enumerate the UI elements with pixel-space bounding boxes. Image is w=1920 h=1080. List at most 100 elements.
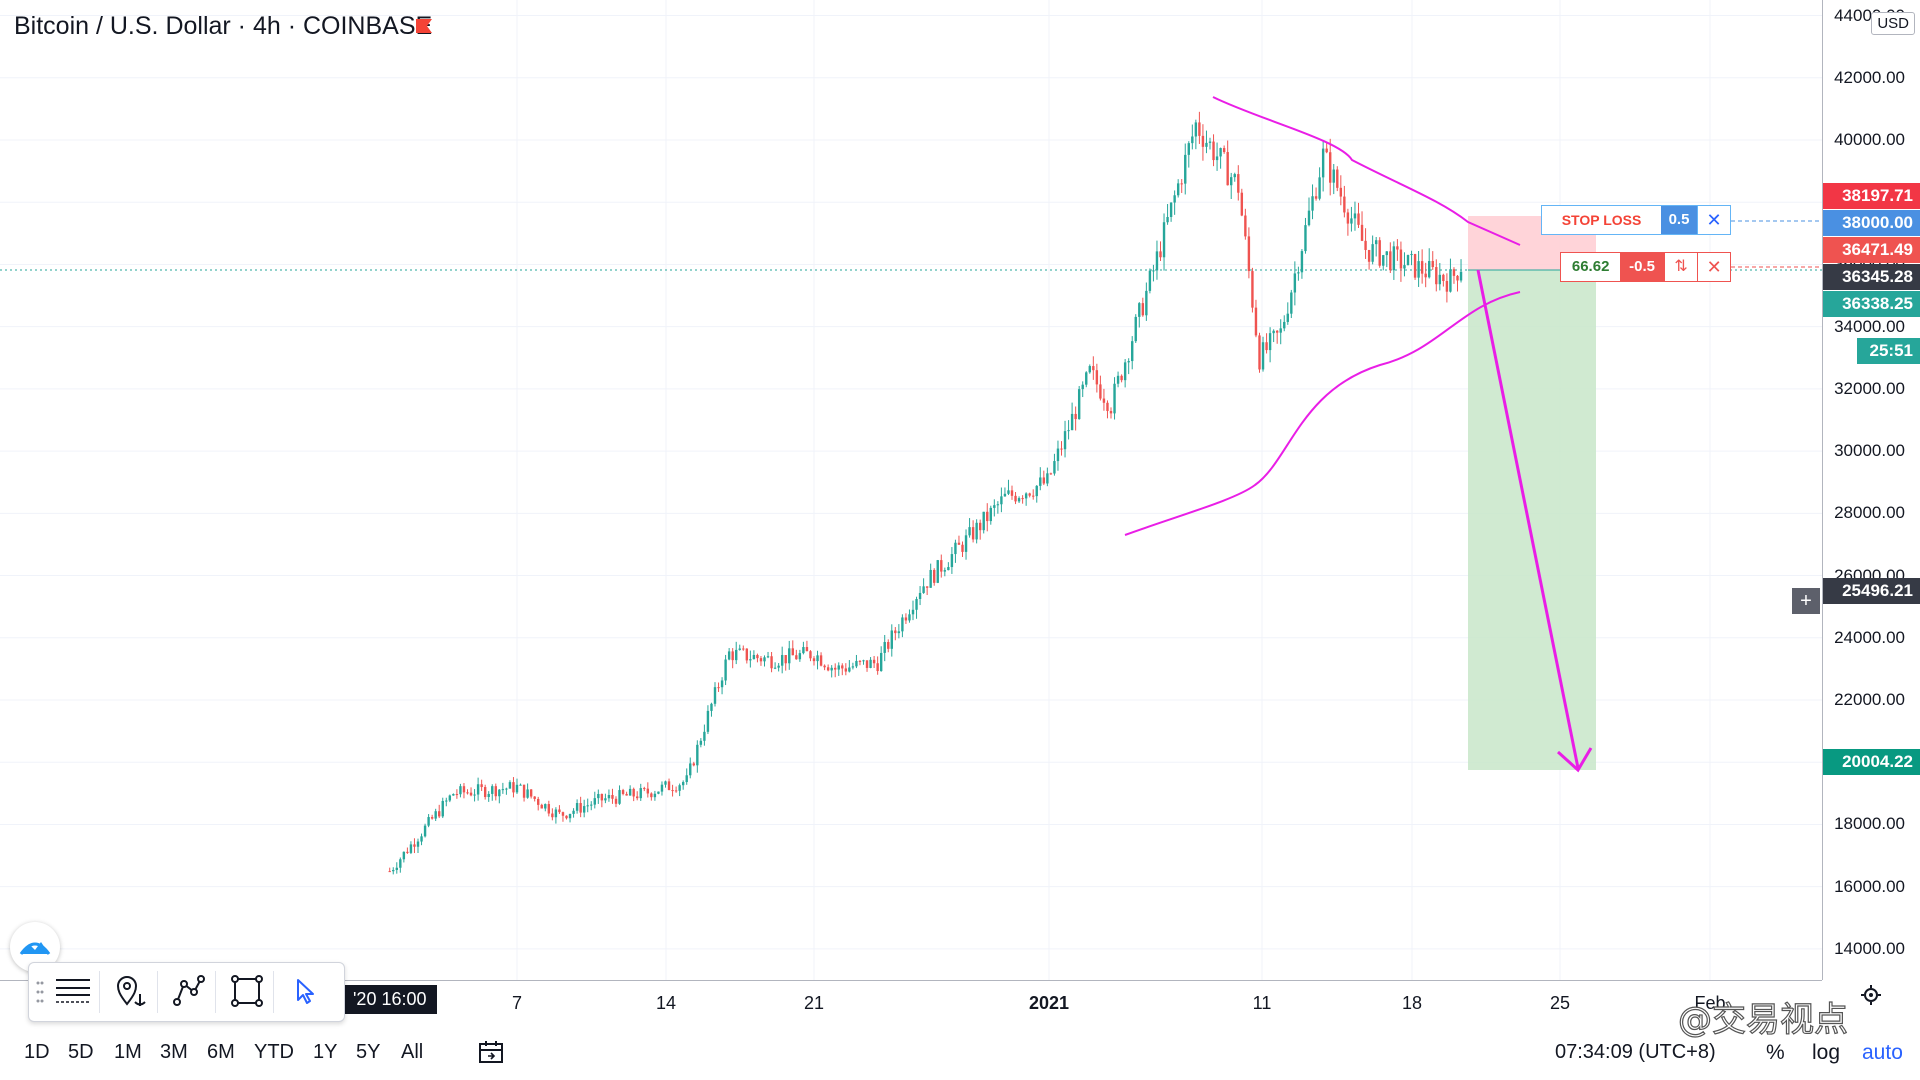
candle[interactable] xyxy=(1325,142,1328,154)
candle[interactable] xyxy=(865,660,869,672)
candle[interactable] xyxy=(1187,141,1190,168)
candle[interactable] xyxy=(901,614,904,638)
percent-scale-button[interactable]: % xyxy=(1766,1041,1785,1064)
candle[interactable] xyxy=(812,656,816,666)
candle[interactable] xyxy=(434,808,437,822)
candle[interactable] xyxy=(749,650,752,668)
candle[interactable] xyxy=(558,805,561,814)
candle[interactable] xyxy=(795,649,798,660)
candle[interactable] xyxy=(1191,124,1194,150)
candle[interactable] xyxy=(848,660,851,673)
candle[interactable] xyxy=(561,811,565,822)
candle[interactable] xyxy=(993,499,996,517)
candle[interactable] xyxy=(498,789,501,804)
candle[interactable] xyxy=(890,624,893,657)
candle[interactable] xyxy=(1194,119,1198,150)
candle[interactable] xyxy=(1017,496,1021,503)
candle[interactable] xyxy=(572,808,575,818)
candle[interactable] xyxy=(727,648,731,661)
candle[interactable] xyxy=(537,796,540,811)
candle[interactable] xyxy=(459,783,462,798)
candle[interactable] xyxy=(940,554,943,578)
candle[interactable] xyxy=(964,529,968,560)
candle[interactable] xyxy=(438,804,441,819)
candle[interactable] xyxy=(1014,491,1017,505)
candle[interactable] xyxy=(678,783,681,797)
candle[interactable] xyxy=(1063,420,1067,458)
candle[interactable] xyxy=(858,660,862,666)
candle[interactable] xyxy=(671,784,674,797)
candle[interactable] xyxy=(1343,185,1346,218)
candle[interactable] xyxy=(441,797,444,819)
candle[interactable] xyxy=(1230,172,1233,200)
candle[interactable] xyxy=(872,655,876,668)
go-to-date-calendar-icon[interactable] xyxy=(478,1039,504,1065)
position-quantity[interactable]: -0.5 xyxy=(1620,253,1664,281)
candle[interactable] xyxy=(1074,406,1077,431)
candle[interactable] xyxy=(1346,208,1350,236)
candle[interactable] xyxy=(399,857,402,873)
candle[interactable] xyxy=(1449,258,1452,293)
candle[interactable] xyxy=(409,841,413,855)
candle[interactable] xyxy=(908,609,911,623)
candle[interactable] xyxy=(1339,175,1343,206)
candle[interactable] xyxy=(1336,166,1339,192)
candle[interactable] xyxy=(674,786,678,793)
candle[interactable] xyxy=(720,677,724,695)
timezone-clock[interactable]: 07:34:09 (UTC+8) xyxy=(1555,1041,1716,1063)
candle[interactable] xyxy=(777,663,780,672)
candle[interactable] xyxy=(1311,184,1314,220)
candle[interactable] xyxy=(766,651,770,659)
candle[interactable] xyxy=(971,520,975,543)
candle[interactable] xyxy=(1417,250,1420,287)
candle[interactable] xyxy=(735,641,738,665)
candle[interactable] xyxy=(526,783,529,799)
candle[interactable] xyxy=(770,651,773,673)
candle[interactable] xyxy=(1297,266,1300,281)
candle[interactable] xyxy=(703,724,706,746)
candle[interactable] xyxy=(1085,371,1088,388)
candle[interactable] xyxy=(1039,467,1042,491)
candle[interactable] xyxy=(918,586,922,606)
candle[interactable] xyxy=(529,789,533,799)
candle[interactable] xyxy=(392,867,395,875)
candle[interactable] xyxy=(1445,273,1449,303)
candle[interactable] xyxy=(1290,289,1293,319)
triangle-lower-line[interactable] xyxy=(1124,291,1521,536)
candle[interactable] xyxy=(996,501,1000,514)
candle[interactable] xyxy=(731,648,734,669)
candle[interactable] xyxy=(1056,440,1060,471)
candle[interactable] xyxy=(1353,201,1357,231)
candle[interactable] xyxy=(784,655,787,671)
candle[interactable] xyxy=(1442,273,1445,287)
range-button-6m[interactable]: 6M xyxy=(207,1041,235,1063)
candle[interactable] xyxy=(466,789,469,795)
candle[interactable] xyxy=(1166,204,1169,225)
candle[interactable] xyxy=(1032,489,1035,500)
candle[interactable] xyxy=(1145,282,1148,321)
candle[interactable] xyxy=(646,782,650,798)
candle[interactable] xyxy=(1099,375,1102,401)
candle[interactable] xyxy=(1021,495,1024,504)
candle[interactable] xyxy=(551,808,554,821)
candle[interactable] xyxy=(961,541,964,557)
range-button-5y[interactable]: 5Y xyxy=(356,1041,381,1063)
price-scale[interactable]: 44000.0042000.0040000.0038000.0036000.00… xyxy=(1822,0,1920,980)
candle[interactable] xyxy=(989,505,992,525)
anchor-marker-icon[interactable] xyxy=(109,969,153,1013)
candle[interactable] xyxy=(1046,467,1049,487)
candle[interactable] xyxy=(1042,470,1046,486)
candle[interactable] xyxy=(1053,453,1056,476)
candle[interactable] xyxy=(1321,141,1325,192)
candle[interactable] xyxy=(1268,327,1272,363)
candle[interactable] xyxy=(1131,336,1134,370)
candle[interactable] xyxy=(1258,332,1261,373)
candle[interactable] xyxy=(1438,262,1442,291)
log-scale-button[interactable]: log xyxy=(1812,1041,1841,1064)
candle[interactable] xyxy=(1350,206,1353,232)
candle[interactable] xyxy=(1254,299,1258,338)
cursor-pointer-icon[interactable] xyxy=(283,969,327,1013)
candle[interactable] xyxy=(1226,140,1229,186)
candle[interactable] xyxy=(1127,358,1130,375)
candle[interactable] xyxy=(575,799,579,814)
